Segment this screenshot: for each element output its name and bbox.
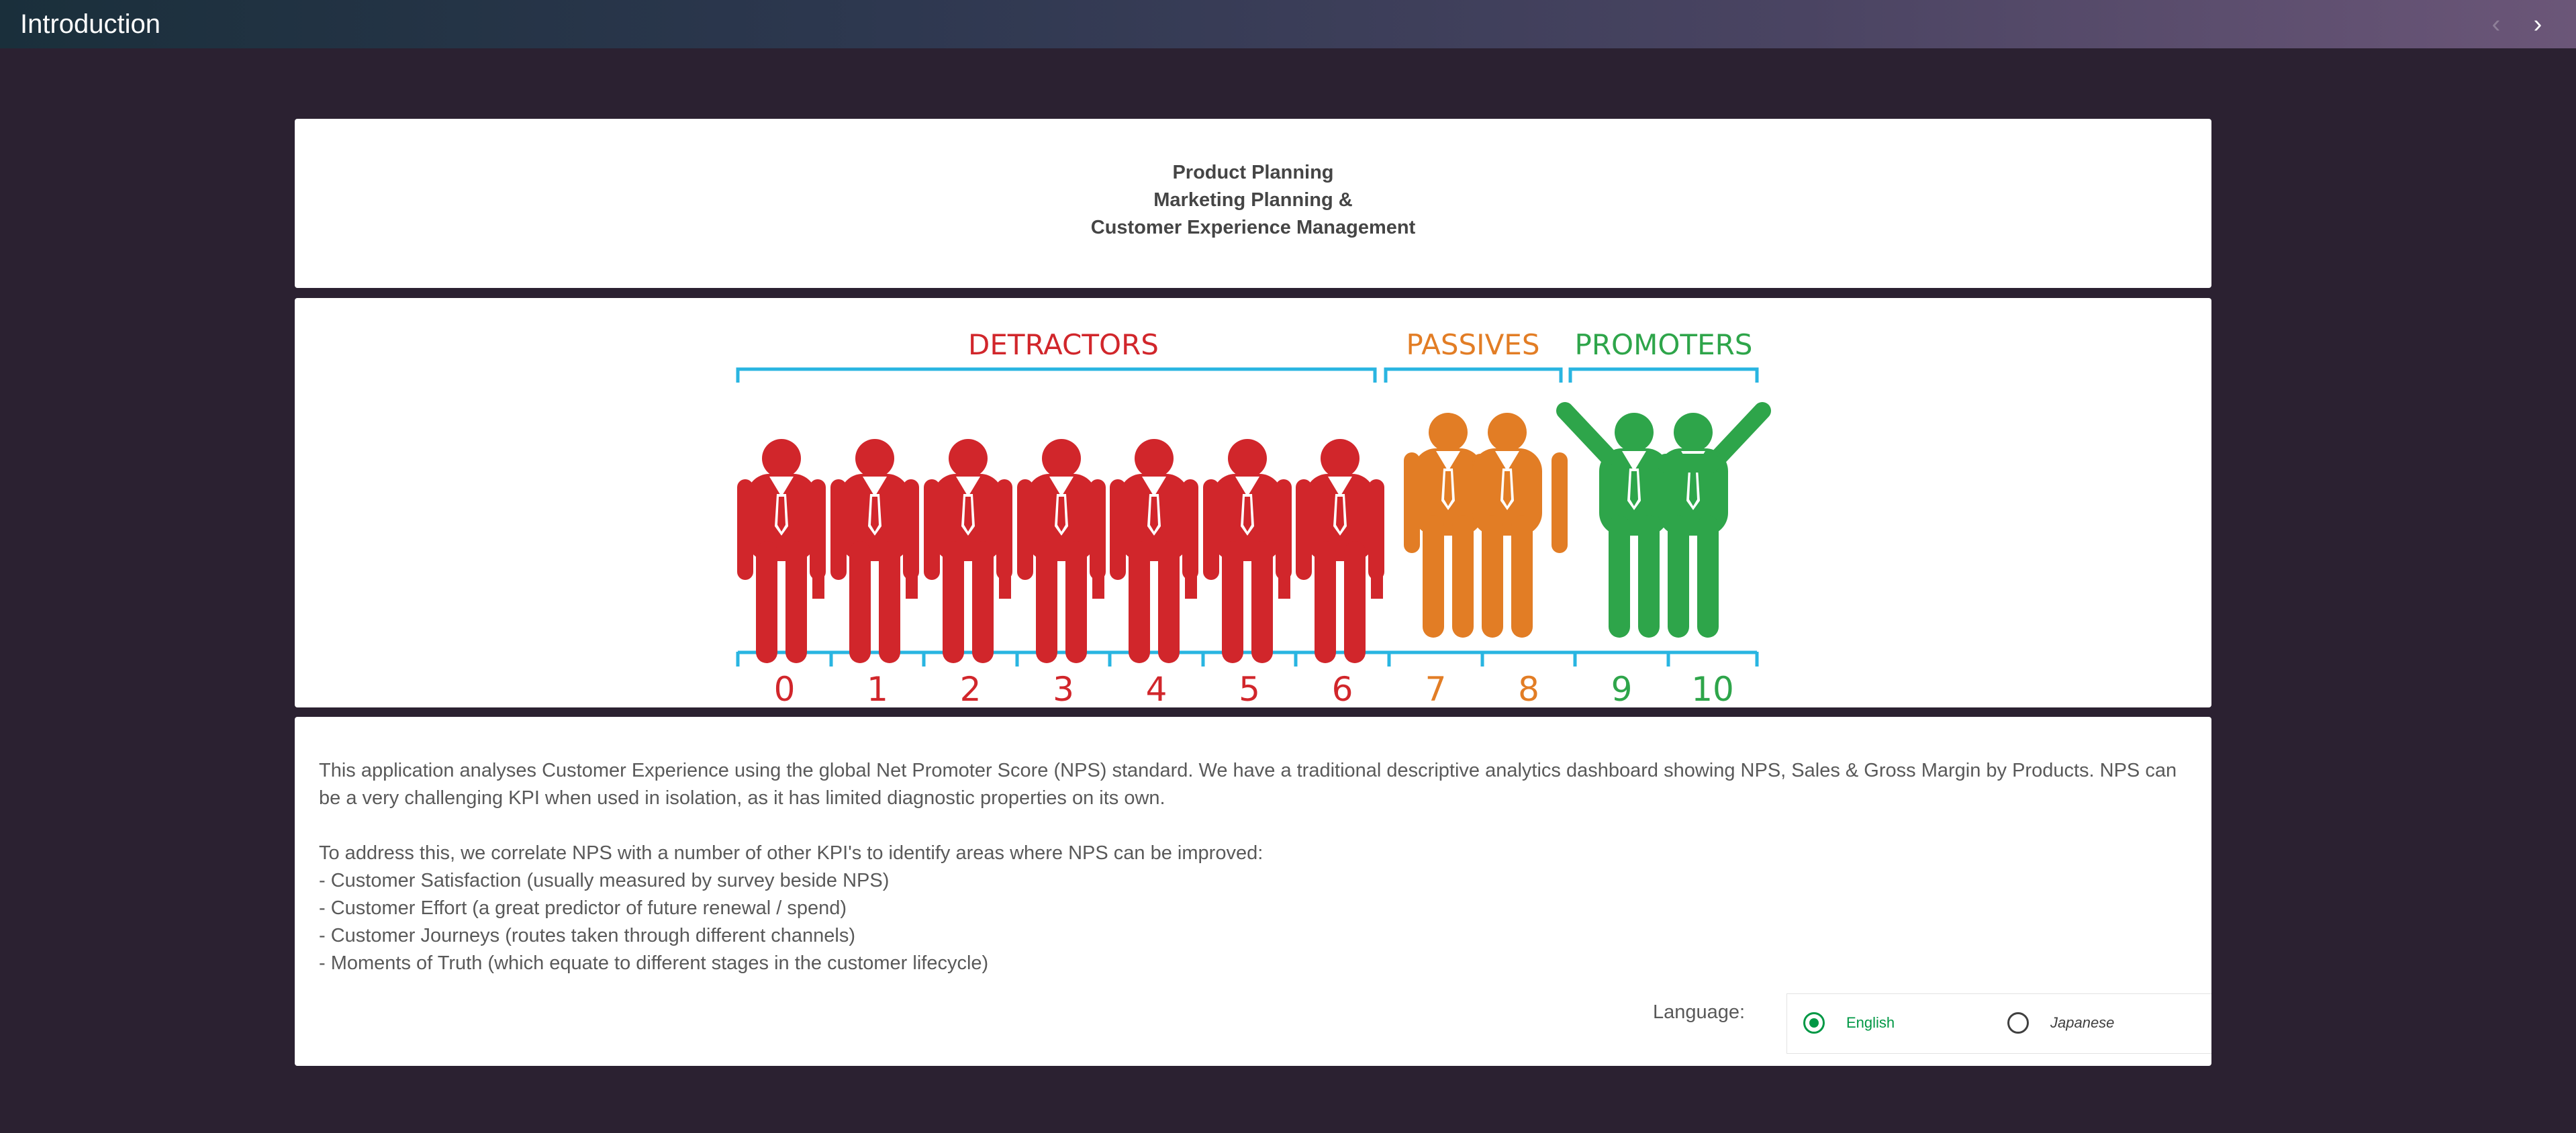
group-label: DETRACTORS — [968, 328, 1159, 361]
person-icon — [1556, 402, 1771, 638]
language-option-label: Japanese — [2050, 1014, 2115, 1031]
person-icon — [1404, 413, 1568, 638]
score-label: 9 — [1611, 670, 1633, 707]
kpi-list-item: - Moments of Truth (which equate to diff… — [319, 952, 989, 974]
group-bracket — [1384, 367, 1563, 383]
score-label: 0 — [774, 670, 796, 707]
chevron-right-icon[interactable]: › — [2533, 10, 2542, 38]
nps-image-panel: DETRACTORS PASSIVES PROMOTERS 0 1 2 3 4 5 6 7 8 9 10 — [295, 298, 2211, 707]
group-label: PASSIVES — [1406, 328, 1539, 361]
sheet-title: Introduction — [20, 9, 161, 39]
title-line-3: Customer Experience Management — [1090, 217, 1416, 238]
title-text: Product Planning Marketing Planning & Cu… — [295, 159, 2211, 242]
score-label: 6 — [1332, 670, 1353, 707]
language-option-label: English — [1846, 1014, 1895, 1031]
score-label: 8 — [1518, 670, 1539, 707]
person-icon — [1296, 439, 1384, 663]
score-label: 3 — [1053, 670, 1074, 707]
person-icon — [924, 439, 1012, 663]
score-label: 1 — [867, 670, 888, 707]
person-icon — [1658, 413, 1728, 638]
title-line-1: Product Planning — [1172, 162, 1334, 183]
top-bar: Introduction ‹ › — [0, 0, 2576, 48]
person-icon — [1203, 439, 1292, 663]
language-selector: English Japanese — [1786, 993, 2211, 1054]
score-label: 5 — [1239, 670, 1260, 707]
person-icon — [830, 439, 919, 663]
score-label: 2 — [960, 670, 982, 707]
title-panel: Product Planning Marketing Planning & Cu… — [295, 119, 2211, 288]
group-bracket — [1568, 367, 1759, 383]
description-paragraph-1: This application analyses Customer Exper… — [319, 760, 2177, 809]
person-icon — [1472, 413, 1542, 638]
group-label: PROMOTERS — [1575, 328, 1753, 361]
group-bracket — [736, 367, 1377, 383]
kpi-list-item: - Customer Satisfaction (usually measure… — [319, 870, 890, 891]
description-panel: This application analyses Customer Exper… — [295, 717, 2211, 1066]
score-label: 4 — [1146, 670, 1167, 707]
language-label: Language: — [1653, 1001, 1746, 1023]
person-icon — [1017, 439, 1106, 663]
description-paragraph-2: To address this, we correlate NPS with a… — [319, 842, 1263, 864]
score-label: 7 — [1425, 670, 1447, 707]
person-icon — [1110, 439, 1198, 663]
chevron-left-icon[interactable]: ‹ — [2491, 10, 2501, 38]
kpi-list-item: - Customer Effort (a great predictor of … — [319, 897, 847, 919]
description-text: This application analyses Customer Exper… — [319, 757, 2192, 977]
radio-unselected-icon[interactable] — [2007, 1012, 2029, 1034]
radio-selected-icon[interactable] — [1803, 1012, 1825, 1034]
kpi-list-item: - Customer Journeys (routes taken throug… — [319, 925, 855, 946]
nps-scale-graphic: DETRACTORS PASSIVES PROMOTERS 0 1 2 3 4 5 6 7 8 9 10 — [736, 328, 1771, 707]
title-line-2: Marketing Planning & — [1153, 189, 1353, 211]
score-label: 10 — [1691, 670, 1734, 707]
person-icon — [737, 439, 826, 663]
